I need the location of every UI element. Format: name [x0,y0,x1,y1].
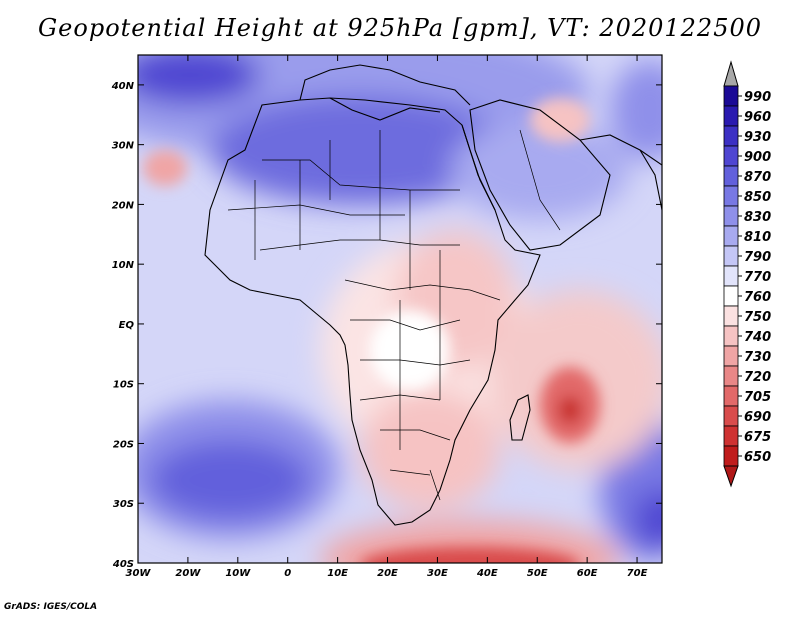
lon-tick-label: 10W [225,568,251,579]
colorbar-label: 740 [744,330,771,345]
field-high-sahara [210,95,510,205]
lon-tick-label: 0 [284,568,291,579]
lon-tick-label: 60E [577,568,598,579]
colorbar-swatch [723,85,739,107]
colorbar-label: 650 [744,450,771,465]
colorbar-label: 690 [744,410,771,425]
lat-tick-label: 30N [112,141,135,152]
red-sea [461,124,496,211]
plot-frame [137,54,663,564]
colorbar: 990 960 930 900 870 850 830 810 790 770 760 750 740 7… [723,60,771,488]
colorbar-swatch [723,445,739,467]
colorbar-swatch [723,385,739,407]
lat-tick-label: 20N [112,200,135,211]
colorbar-label: 750 [744,310,771,325]
colorbar-top-arrow [723,60,739,87]
lon-tick-label: 40E [476,568,498,579]
longitude-axis: 30W 20W 10W 0 10E 20E 30E 40E 50E 60E 70E [126,55,648,579]
colorbar-label: 960 [744,110,771,125]
colorbar-swatch [723,305,739,327]
coastlines [204,64,662,526]
colorbar-swatch [723,285,739,307]
colorbar-label: 730 [744,350,771,365]
iran-coast [579,134,662,166]
colorbar-bottom-arrow [723,465,739,488]
lon-tick-label: 70E [627,568,648,579]
madagascar-coastline [509,394,531,441]
colorbar-label: 705 [744,390,771,405]
lat-tick-label: 40S [112,559,134,570]
lat-tick-label: 30S [113,499,134,510]
field-low-core-south [360,547,580,563]
lon-tick-label: 20E [377,568,398,579]
field-low-core-madagascar-inner [558,396,582,424]
colorbar-swatch [723,325,739,347]
lat-tick-label: 40N [111,81,135,92]
mediterranean-south [329,97,441,121]
field-low-core-nwatl [143,150,187,186]
colorbar-swatch [723,205,739,227]
latitude-axis: 40N 30N 20N 10N EQ 10S 20S 30S 40S [111,81,662,570]
borders [227,129,561,501]
field-white-arabia-edge [530,98,590,142]
colorbar-swatch [723,225,739,247]
colorbar-label: 850 [744,190,771,205]
colorbar-label: 770 [744,270,771,285]
lon-tick-label: 50E [527,568,548,579]
map-plot-area [138,55,662,563]
lat-tick-label: 20S [113,439,134,450]
field-high-nw [138,55,260,105]
colorbar-label: 900 [744,150,771,165]
lat-tick-label: 10S [113,380,134,391]
field-white-congo [370,310,450,390]
colorbar-label: 990 [744,90,771,105]
colorbar-swatch [723,365,739,387]
india-coast [639,149,662,211]
colorbar-label: 675 [744,430,771,445]
colorbar-swatch [723,245,739,267]
lon-tick-label: 30W [126,568,152,579]
field-high-satlantic-core [150,440,310,520]
colorbar-swatch [723,145,739,167]
colorbar-label: 810 [744,230,771,245]
lat-tick-label: EQ [119,320,135,331]
field-low-southern-africa [360,390,500,510]
field-high-ne [610,60,662,160]
colorbar-swatch [723,425,739,447]
colorbar-swatch [723,125,739,147]
colorbar-swatch [723,405,739,427]
arabia-coastline [469,99,611,251]
colorbar-label: 790 [744,250,771,265]
colorbar-swatch [723,265,739,287]
map-title: Geopotential Height at 925hPa [gpm], VT:… [38,14,762,42]
colorbar-swatch [723,165,739,187]
lon-tick-label: 10E [327,568,348,579]
colorbar-swatch [723,105,739,127]
colorbar-label: 720 [744,370,771,385]
colorbar-label: 830 [744,210,771,225]
colorbar-label: 870 [744,170,771,185]
africa-coastline [204,97,541,526]
europe-coastline [299,64,471,106]
colorbar-label: 930 [744,130,771,145]
lon-tick-label: 20W [175,568,201,579]
lat-tick-label: 10N [112,260,135,271]
colorbar-swatch [723,345,739,367]
colorbar-swatch [723,185,739,207]
colorbar-label: 760 [744,290,771,305]
grads-credit: GrADS: IGES/COLA [4,602,98,612]
lon-tick-label: 30E [427,568,448,579]
field-high-indian-core [634,490,662,550]
